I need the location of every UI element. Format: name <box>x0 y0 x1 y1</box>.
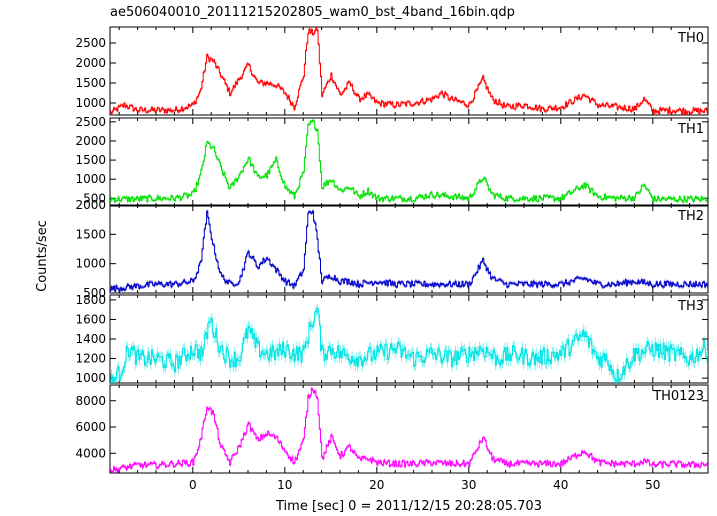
x-tick-label: 10 <box>277 478 292 492</box>
y-tick-label: 1500 <box>75 227 106 241</box>
y-tick-label: 1500 <box>75 76 106 90</box>
y-tick-label: 1000 <box>75 96 106 110</box>
y-tick-label: 1600 <box>75 312 106 326</box>
y-tick-label: 1800 <box>75 293 106 307</box>
y-tick-label: 1400 <box>75 332 106 346</box>
panel-frame <box>109 204 709 294</box>
series-th0123 <box>110 386 708 473</box>
panel-frame <box>109 26 709 116</box>
panel-label: TH1 <box>677 122 704 137</box>
panel-frame <box>109 117 709 207</box>
x-tick-label: 50 <box>645 478 660 492</box>
y-tick-label: 2500 <box>75 36 106 50</box>
series-th0 <box>110 27 708 115</box>
y-tick-label: 2000 <box>75 134 106 148</box>
series-line <box>110 387 708 473</box>
x-tick-label: 30 <box>461 478 476 492</box>
panel-th1: 500 1000 1500 2000 2500 TH1 <box>75 115 709 207</box>
series-th2 <box>110 209 708 293</box>
error-bars <box>110 386 708 473</box>
panel-th0123: 4000 6000 8000 TH0123 <box>75 384 709 474</box>
panel-label: TH3 <box>677 299 704 314</box>
y-tick-label: 500 <box>83 191 106 205</box>
y-tick-label: 8000 <box>75 394 106 408</box>
x-tick-label: 40 <box>553 478 568 492</box>
series-line <box>110 119 708 203</box>
y-tick-label: 1500 <box>75 153 106 167</box>
x-tick-label: 20 <box>369 478 384 492</box>
panel-label: TH2 <box>677 209 704 224</box>
x-axis-label: Time [sec] 0 = 2011/12/15 20:28:05.703 <box>275 499 542 514</box>
error-bars <box>110 209 708 293</box>
y-tick-label: 1000 <box>75 172 106 186</box>
y-tick-label: 500 <box>83 286 106 300</box>
panel-th0: 1000 1500 2000 2500 TH0 <box>75 26 709 116</box>
chart-title: ae506040010_20111215202805_wam0_bst_4ban… <box>110 5 515 20</box>
series-th3 <box>110 303 708 383</box>
panel-label: TH0 <box>677 31 704 46</box>
series-line <box>110 210 708 292</box>
y-tick-label: 6000 <box>75 420 106 434</box>
panel-frame <box>109 384 709 474</box>
series-th1 <box>110 118 708 204</box>
panel-th3: 1000 1200 1400 1600 1800 TH3 <box>75 293 709 385</box>
panel-th2: 500 1000 1500 2000 TH2 <box>75 198 709 300</box>
y-tick-label: 1200 <box>75 352 106 366</box>
error-bars <box>110 118 708 204</box>
y-tick-label: 2000 <box>75 198 106 212</box>
x-tick-label: 0 <box>189 478 197 492</box>
series-line <box>110 308 708 383</box>
y-tick-label: 1000 <box>75 257 106 271</box>
series-line <box>110 27 708 115</box>
y-tick-label: 2500 <box>75 115 106 129</box>
y-tick-label: 2000 <box>75 56 106 70</box>
panels: 1000 1500 2000 2500 TH0 500 1000 1500 2000 2500 TH… <box>75 26 709 474</box>
y-tick-label: 4000 <box>75 446 106 460</box>
y-axis-label: Counts/sec <box>35 220 50 292</box>
panel-label: TH0123 <box>652 389 704 404</box>
x-axis: 0 10 20 30 40 50 <box>189 478 660 492</box>
y-tick-label: 1000 <box>75 371 106 385</box>
